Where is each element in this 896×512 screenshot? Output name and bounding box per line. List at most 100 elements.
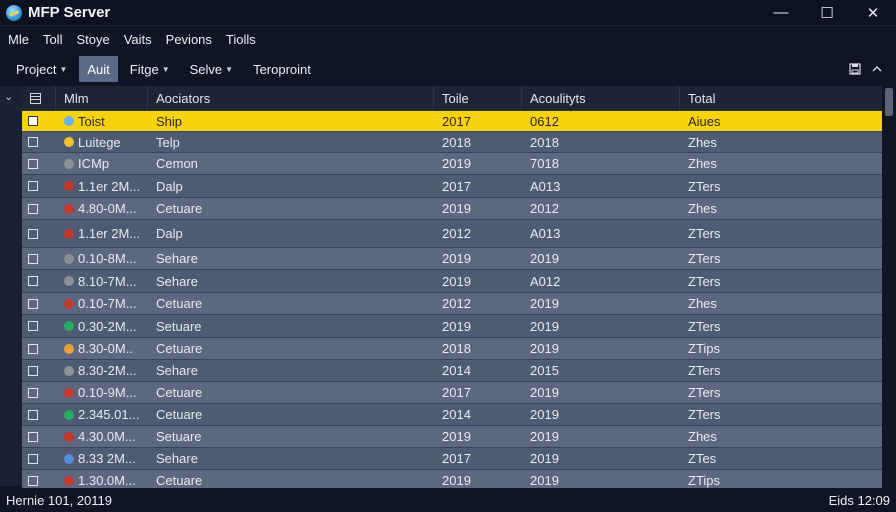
table-row[interactable]: 8.30-2M... Sehare 2014 2015 ZTers <box>22 360 882 382</box>
header-icon-cell[interactable] <box>22 85 56 111</box>
toolbar: Project ▼ Auit Fitge ▼ Selve ▼ Teroproin… <box>0 55 896 83</box>
table-row[interactable]: 0.10-9M... Cetuare 2017 2019 ZTers <box>22 382 882 404</box>
table-row[interactable]: 1.1er 2M... Dalp 2017 A013 ZTers <box>22 175 882 198</box>
item-status-icon <box>64 475 74 486</box>
cell-name: ICMp <box>56 153 148 174</box>
row-select-cell <box>22 293 56 314</box>
column-header-acoulityts[interactable]: Acoulityts <box>522 85 680 111</box>
cell-toile: 2017 <box>442 385 471 400</box>
cell-name-text: Luitege <box>78 134 121 150</box>
cell-total: Aiues <box>688 113 721 129</box>
item-status-icon <box>64 276 74 286</box>
item-status-icon <box>64 387 74 398</box>
table-row[interactable]: 2.345.01... Cetuare 2014 2019 ZTers <box>22 404 882 426</box>
cell-toile: 2017 <box>442 451 471 466</box>
column-header-toile[interactable]: Toile <box>434 85 522 111</box>
row-select-cell <box>22 448 56 469</box>
column-header-mlm[interactable]: Mlm <box>56 85 148 111</box>
auit-button[interactable]: Auit <box>79 56 118 82</box>
project-label: Project <box>16 61 57 77</box>
table-row[interactable]: 0.30-2M... Setuare 2019 2019 ZTers <box>22 315 882 338</box>
column-header-total[interactable]: Total <box>688 90 716 106</box>
menu-item[interactable]: Mle <box>8 31 29 47</box>
cell-name: 8.33 2M... <box>56 448 148 469</box>
table-row[interactable]: 0.10-7M... Cetuare 2012 2019 Zhes <box>22 293 882 315</box>
maximize-button[interactable]: ☐ <box>820 4 834 22</box>
teroproint-button[interactable]: Teroproint <box>245 56 319 82</box>
cell-acoulityts: 2018 <box>530 134 559 150</box>
row-checkbox[interactable] <box>28 158 38 169</box>
row-checkbox[interactable] <box>28 343 38 354</box>
status-right-text: Eids 12:09 <box>828 492 890 508</box>
table-row[interactable]: 8.30-0M.. Cetuare 2018 2019 ZTips <box>22 338 882 360</box>
row-checkbox[interactable] <box>28 409 38 420</box>
row-checkbox[interactable] <box>28 453 38 464</box>
cell-name: 4.80-0M... <box>56 198 148 219</box>
table-row[interactable]: 8.10-7M... Sehare 2019 A012 ZTers <box>22 270 882 293</box>
row-checkbox[interactable] <box>28 181 38 191</box>
row-checkbox[interactable] <box>28 431 38 442</box>
cell-name: 0.10-8M... <box>56 248 148 269</box>
menu-item[interactable]: Tiolls <box>225 31 256 47</box>
item-status-icon <box>64 116 74 126</box>
cell-total: Zhes <box>688 201 717 216</box>
table-row[interactable]: 8.33 2M... Sehare 2017 2019 ZTes <box>22 448 882 470</box>
cell-acoulityts: 2019 <box>530 429 559 444</box>
selve-dropdown[interactable]: Selve ▼ <box>182 56 241 82</box>
item-status-icon <box>64 365 74 376</box>
row-checkbox[interactable] <box>28 475 38 486</box>
cell-total: ZTers <box>688 273 721 289</box>
table-row[interactable]: 4.30.0M... Setuare 2019 2019 Zhes <box>22 426 882 448</box>
row-checkbox[interactable] <box>28 321 38 331</box>
table-row[interactable]: 0.10-8M... Sehare 2019 2019 ZTers <box>22 248 882 270</box>
table-row[interactable]: Toist Ship 2017 0612 Aiues <box>22 111 882 132</box>
row-select-cell <box>22 360 56 381</box>
cell-name: 1.30.0M... <box>56 470 148 491</box>
item-status-icon <box>64 453 74 464</box>
cell-total: Zhes <box>688 296 717 311</box>
collapse-icon[interactable] <box>866 58 888 80</box>
menu-item[interactable]: Stoye <box>76 31 110 47</box>
cell-name: 1.1er 2M... <box>56 220 148 247</box>
menu-item[interactable]: Pevions <box>165 31 212 47</box>
cell-total: ZTips <box>688 341 721 356</box>
project-dropdown[interactable]: Project ▼ <box>8 56 75 82</box>
teroproint-label: Teroproint <box>253 61 311 77</box>
save-icon[interactable] <box>844 58 866 80</box>
cell-name-text: 8.30-2M... <box>78 363 137 378</box>
row-checkbox[interactable] <box>28 276 38 286</box>
cell-associator: Cetuare <box>156 201 203 216</box>
scrollbar-thumb[interactable] <box>885 88 893 116</box>
row-checkbox[interactable] <box>28 116 38 126</box>
row-select-cell <box>22 198 56 219</box>
menu-item[interactable]: Vaits <box>123 31 152 47</box>
menu-item[interactable]: Toll <box>42 31 63 47</box>
cell-associator: Dalp <box>156 226 183 241</box>
row-checkbox[interactable] <box>28 298 38 309</box>
minimize-button[interactable]: — <box>773 4 789 21</box>
cell-total: ZTips <box>688 473 721 488</box>
cell-associator: Sehare <box>156 451 198 466</box>
fitge-dropdown[interactable]: Fitge ▼ <box>122 56 178 82</box>
row-checkbox[interactable] <box>28 137 38 147</box>
chevron-down-icon[interactable]: ⌄ <box>4 91 14 103</box>
cell-associator: Sehare <box>156 273 198 289</box>
vertical-scrollbar[interactable] <box>882 86 896 486</box>
table-row[interactable]: Luitege Telp 2018 2018 Zhes <box>22 132 882 153</box>
table-row[interactable]: 1.1er 2M... Dalp 2012 A013 ZTers <box>22 220 882 248</box>
close-button[interactable]: ✕ <box>866 4 880 22</box>
item-status-icon <box>64 343 74 354</box>
row-checkbox[interactable] <box>28 203 38 214</box>
cell-associator: Cetuare <box>156 385 203 400</box>
cell-toile: 2018 <box>442 341 471 356</box>
table-row[interactable]: 4.80-0M... Cetuare 2019 2012 Zhes <box>22 198 882 220</box>
table-row[interactable]: ICMp Cemon 2019 7018 Zhes <box>22 153 882 175</box>
row-checkbox[interactable] <box>28 387 38 398</box>
cell-toile: 2019 <box>442 201 471 216</box>
grid-rows: Toist Ship 2017 0612 Aiues Luitege Telp 2018 201… <box>22 111 882 492</box>
cell-total: Zhes <box>688 429 717 444</box>
column-header-aociators[interactable]: Aociators <box>148 85 434 111</box>
row-checkbox[interactable] <box>28 253 38 264</box>
row-checkbox[interactable] <box>28 228 38 239</box>
row-checkbox[interactable] <box>28 365 38 376</box>
